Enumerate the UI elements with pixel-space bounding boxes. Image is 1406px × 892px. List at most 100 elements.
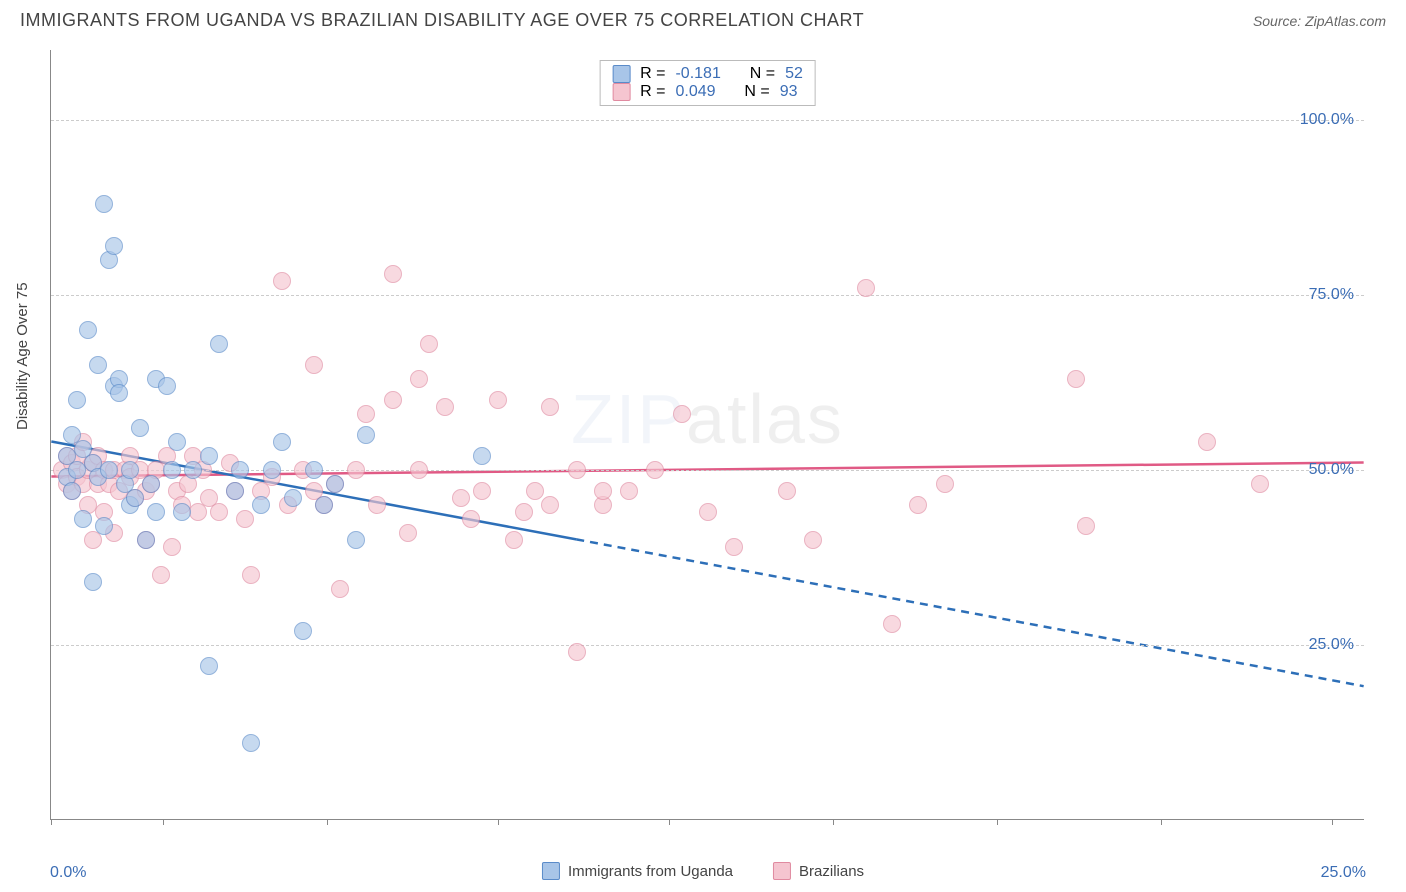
n-value-brazil: 93: [780, 83, 798, 101]
scatter-point: [294, 622, 312, 640]
chart-title: IMMIGRANTS FROM UGANDA VS BRAZILIAN DISA…: [20, 10, 864, 31]
scatter-point: [95, 195, 113, 213]
scatter-point: [673, 405, 691, 423]
scatter-point: [131, 419, 149, 437]
scatter-point: [620, 482, 638, 500]
scatter-point: [305, 356, 323, 374]
scatter-point: [357, 426, 375, 444]
scatter-point: [142, 475, 160, 493]
scatter-point: [331, 580, 349, 598]
scatter-point: [163, 538, 181, 556]
scatter-point: [473, 482, 491, 500]
scatter-point: [152, 566, 170, 584]
scatter-point: [594, 482, 612, 500]
stats-row-uganda: R = -0.181 N = 52: [612, 65, 803, 83]
swatch-pink-icon: [612, 83, 630, 101]
scatter-point: [126, 489, 144, 507]
scatter-point: [489, 391, 507, 409]
x-tick: [997, 819, 998, 825]
scatter-point: [226, 482, 244, 500]
scatter-point: [326, 475, 344, 493]
y-tick-label: 75.0%: [1309, 286, 1354, 304]
scatter-point: [105, 237, 123, 255]
x-axis-min-label: 0.0%: [50, 864, 86, 882]
scatter-point: [1198, 433, 1216, 451]
swatch-blue-icon: [612, 65, 630, 83]
scatter-point: [210, 335, 228, 353]
legend-swatch-blue-icon: [542, 862, 560, 880]
gridline: [51, 295, 1364, 296]
x-tick: [1161, 819, 1162, 825]
scatter-point: [473, 447, 491, 465]
scatter-point: [231, 461, 249, 479]
source-attribution: Source: ZipAtlas.com: [1253, 13, 1386, 31]
scatter-point: [436, 398, 454, 416]
scatter-point: [526, 482, 544, 500]
scatter-point: [384, 391, 402, 409]
legend: Immigrants from Uganda Brazilians: [542, 862, 864, 880]
scatter-point: [804, 531, 822, 549]
r-value-brazil: 0.049: [675, 83, 715, 101]
watermark: ZIPatlas: [571, 379, 844, 459]
scatter-point: [89, 356, 107, 374]
watermark-atlas: atlas: [686, 380, 844, 458]
x-tick: [163, 819, 164, 825]
scatter-point: [725, 538, 743, 556]
scatter-point: [452, 489, 470, 507]
x-tick: [669, 819, 670, 825]
scatter-point: [200, 447, 218, 465]
scatter-point: [541, 398, 559, 416]
scatter-point: [305, 461, 323, 479]
scatter-point: [173, 503, 191, 521]
scatter-point: [568, 461, 586, 479]
scatter-point: [778, 482, 796, 500]
legend-label-uganda: Immigrants from Uganda: [568, 863, 733, 880]
scatter-point: [505, 531, 523, 549]
x-tick: [498, 819, 499, 825]
scatter-point: [699, 503, 717, 521]
scatter-point: [74, 510, 92, 528]
scatter-point: [210, 503, 228, 521]
scatter-point: [110, 384, 128, 402]
x-tick: [1332, 819, 1333, 825]
scatter-point: [147, 503, 165, 521]
stats-row-brazil: R = 0.049 N = 93: [612, 83, 803, 101]
scatter-point: [242, 734, 260, 752]
scatter-point: [315, 496, 333, 514]
y-axis-title: Disability Age Over 75: [14, 282, 31, 430]
y-tick-label: 100.0%: [1300, 111, 1354, 129]
scatter-point: [420, 335, 438, 353]
scatter-point: [936, 475, 954, 493]
scatter-point: [236, 510, 254, 528]
legend-label-brazil: Brazilians: [799, 863, 864, 880]
scatter-point: [284, 489, 302, 507]
scatter-point: [242, 566, 260, 584]
scatter-point: [84, 573, 102, 591]
scatter-point: [79, 321, 97, 339]
y-tick-label: 50.0%: [1309, 461, 1354, 479]
scatter-point: [1251, 475, 1269, 493]
n-value-uganda: 52: [785, 65, 803, 83]
scatter-point: [646, 461, 664, 479]
r-value-uganda: -0.181: [675, 65, 720, 83]
scatter-point: [252, 496, 270, 514]
scatter-point: [168, 433, 186, 451]
scatter-point: [568, 643, 586, 661]
n-label: N =: [744, 83, 769, 101]
scatter-point: [462, 510, 480, 528]
scatter-point: [184, 461, 202, 479]
scatter-point: [200, 657, 218, 675]
gridline: [51, 645, 1364, 646]
x-tick: [833, 819, 834, 825]
scatter-point: [273, 433, 291, 451]
scatter-point: [63, 482, 81, 500]
scatter-point: [515, 503, 533, 521]
trendlines-svg: [51, 50, 1364, 819]
watermark-zip: ZIP: [571, 380, 686, 458]
scatter-point: [857, 279, 875, 297]
scatter-point: [347, 531, 365, 549]
scatter-point: [883, 615, 901, 633]
scatter-point: [368, 496, 386, 514]
correlation-stats-box: R = -0.181 N = 52 R = 0.049 N = 93: [599, 60, 816, 106]
r-label: R =: [640, 65, 665, 83]
